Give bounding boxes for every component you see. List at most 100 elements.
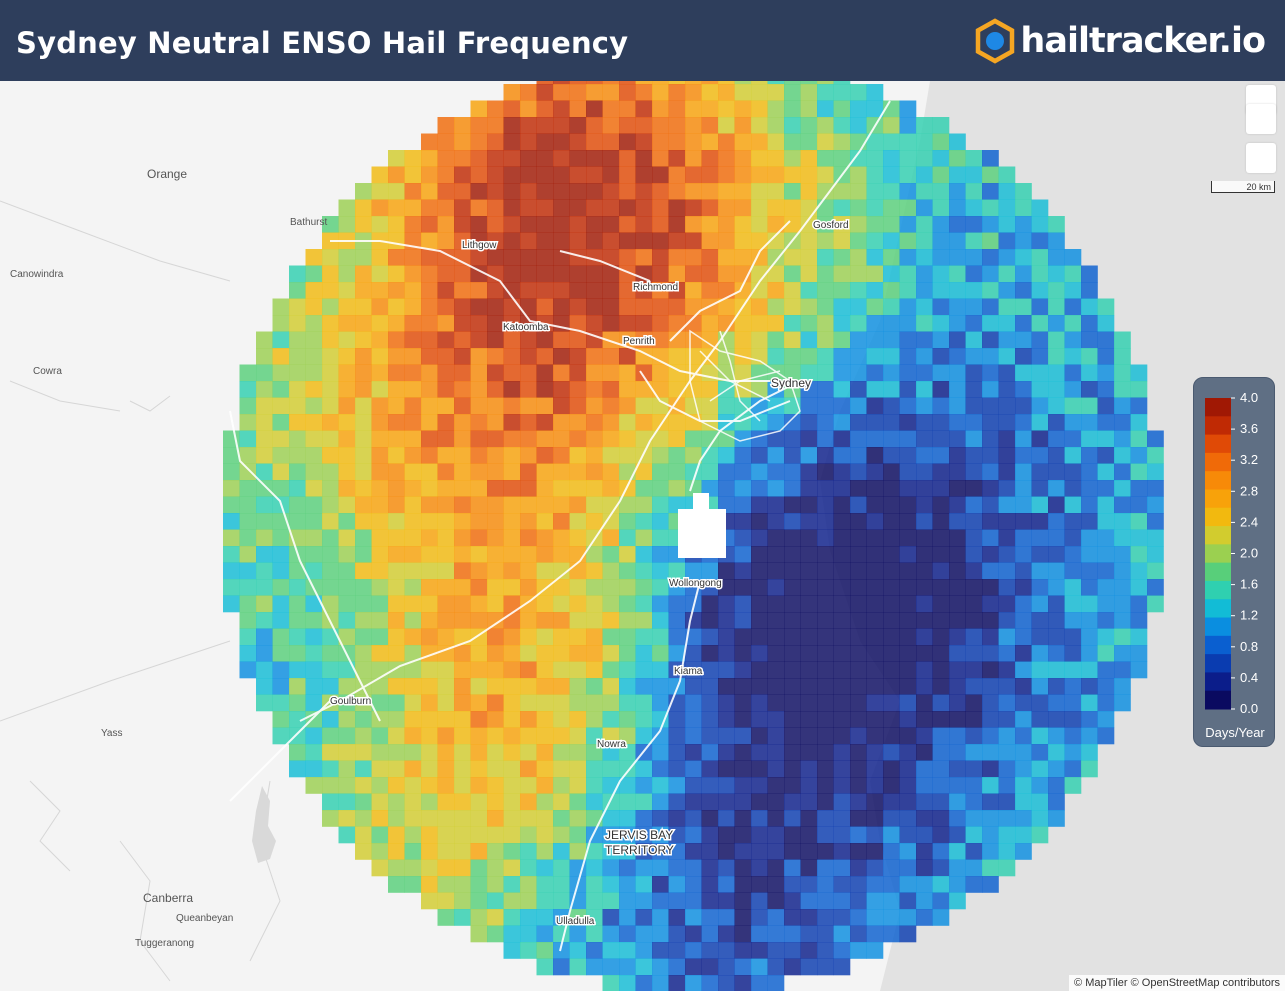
grid-cell bbox=[1048, 727, 1065, 745]
grid-cell bbox=[751, 958, 768, 976]
grid-cell bbox=[305, 315, 323, 332]
grid-cell bbox=[503, 892, 521, 910]
grid-cell bbox=[487, 546, 504, 563]
grid-cell bbox=[701, 892, 719, 910]
grid-cell bbox=[652, 942, 669, 959]
grid-cell bbox=[437, 843, 455, 860]
grid-cell bbox=[437, 876, 455, 893]
grid-cell bbox=[833, 447, 851, 464]
grid-cell bbox=[734, 100, 752, 118]
grid-cell bbox=[619, 892, 636, 910]
grid-cell bbox=[454, 694, 471, 712]
grid-cell bbox=[767, 645, 785, 662]
grid-cell bbox=[421, 331, 438, 349]
grid-cell bbox=[503, 447, 521, 464]
grid-cell bbox=[338, 381, 356, 398]
grid-cell bbox=[454, 826, 471, 844]
grid-cell bbox=[256, 628, 273, 646]
grid-cell bbox=[586, 711, 603, 728]
grid-cell bbox=[652, 348, 669, 365]
grid-cell bbox=[454, 117, 471, 134]
grid-cell bbox=[1048, 381, 1065, 398]
map-attribution[interactable]: © MapTiler © OpenStreetMap contributors bbox=[1069, 975, 1285, 991]
compass-button[interactable] bbox=[1246, 143, 1276, 173]
grid-cell bbox=[668, 397, 686, 415]
grid-cell bbox=[1031, 298, 1049, 316]
colorbar-tick-label: 1.2 bbox=[1240, 608, 1258, 623]
zoom-out-button[interactable] bbox=[1246, 104, 1276, 134]
grid-cell bbox=[635, 942, 653, 959]
grid-cell bbox=[866, 315, 884, 332]
grid-cell bbox=[668, 711, 686, 728]
grid-cell bbox=[916, 661, 933, 679]
grid-cell bbox=[866, 513, 884, 530]
grid-cell bbox=[1081, 282, 1098, 299]
grid-cell bbox=[883, 414, 900, 431]
grid-cell bbox=[668, 100, 686, 118]
grid-cell bbox=[355, 513, 372, 530]
grid-cell bbox=[982, 645, 999, 662]
grid-cell bbox=[487, 463, 504, 481]
map-view[interactable]: Orange Bathurst Canowindra Cowra Yass Canberr… bbox=[0, 81, 1285, 991]
grid-cell bbox=[289, 628, 306, 646]
grid-cell bbox=[635, 199, 653, 217]
grid-cell bbox=[833, 348, 851, 365]
grid-cell bbox=[784, 579, 801, 596]
grid-cell bbox=[932, 397, 950, 415]
grid-cell bbox=[553, 414, 570, 431]
grid-cell bbox=[932, 595, 950, 613]
grid-cell bbox=[982, 711, 999, 728]
grid-cell bbox=[685, 414, 702, 431]
grid-cell bbox=[817, 628, 834, 646]
grid-cell bbox=[487, 711, 504, 728]
grid-cell bbox=[800, 810, 818, 827]
grid-cell bbox=[437, 249, 455, 266]
grid-cell bbox=[586, 546, 603, 563]
grid-cell bbox=[602, 859, 620, 877]
grid-cell bbox=[569, 925, 587, 943]
grid-cell bbox=[553, 909, 570, 926]
grid-cell bbox=[371, 529, 389, 547]
brand-logo[interactable]: hailtracker.io bbox=[974, 17, 1266, 64]
grid-cell bbox=[850, 315, 867, 332]
grid-cell bbox=[371, 348, 389, 365]
grid-cell bbox=[751, 513, 768, 530]
grid-cell bbox=[437, 678, 455, 695]
grid-cell bbox=[652, 645, 669, 662]
map-canvas[interactable]: OrangeBathurstCanowindraCowraYassCanberr… bbox=[0, 81, 1285, 991]
grid-cell bbox=[404, 810, 422, 827]
grid-cell bbox=[866, 232, 884, 250]
grid-cell bbox=[305, 645, 323, 662]
grid-cell bbox=[421, 298, 438, 316]
grid-cell bbox=[817, 331, 834, 349]
grid-cell bbox=[371, 678, 389, 695]
grid-cell bbox=[1064, 645, 1082, 662]
grid-cell bbox=[421, 694, 438, 712]
grid-cell bbox=[916, 265, 933, 283]
grid-cell bbox=[619, 81, 636, 85]
grid-cell bbox=[833, 298, 851, 316]
grid-cell bbox=[899, 331, 917, 349]
grid-cell bbox=[553, 381, 570, 398]
grid-cell bbox=[751, 579, 768, 596]
grid-cell bbox=[652, 909, 669, 926]
grid-cell bbox=[1147, 447, 1164, 464]
grid-cell bbox=[388, 760, 405, 778]
grid-cell bbox=[437, 364, 455, 382]
grid-cell bbox=[932, 678, 950, 695]
grid-cell bbox=[734, 579, 752, 596]
grid-cell bbox=[1031, 430, 1049, 448]
grid-cell bbox=[569, 265, 587, 283]
grid-cell bbox=[718, 232, 735, 250]
grid-cell bbox=[932, 612, 950, 629]
grid-cell bbox=[602, 397, 620, 415]
grid-cell bbox=[619, 760, 636, 778]
grid-cell bbox=[998, 760, 1016, 778]
grid-cell bbox=[289, 678, 306, 695]
grid-cell bbox=[503, 909, 521, 926]
grid-cell bbox=[965, 645, 983, 662]
grid-cell bbox=[602, 843, 620, 860]
grid-cell bbox=[536, 876, 554, 893]
colorbar-swatch bbox=[1205, 617, 1231, 637]
grid-cell bbox=[569, 298, 587, 316]
